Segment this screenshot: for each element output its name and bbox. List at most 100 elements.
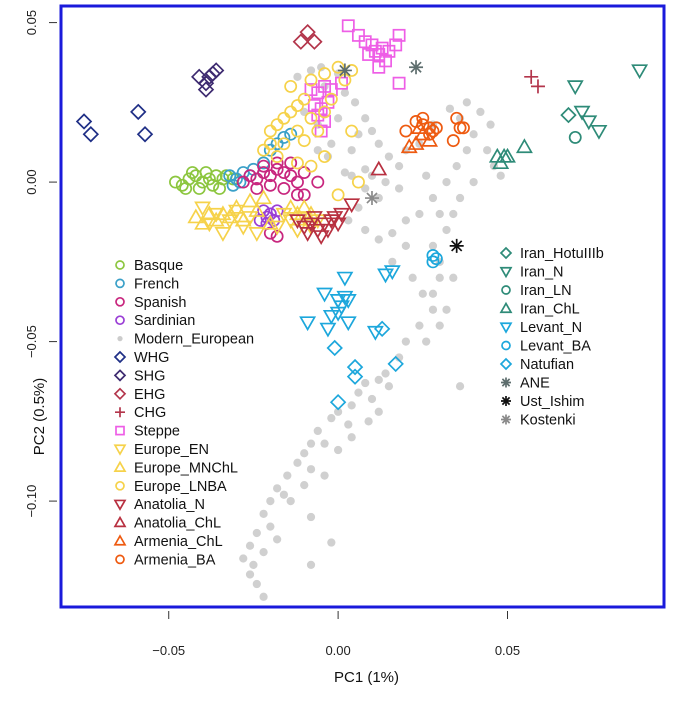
data-point [429, 252, 443, 266]
data-point [449, 238, 464, 253]
legend-label: Levant_N [520, 320, 582, 336]
data-point [389, 38, 403, 52]
data-point [228, 204, 245, 220]
data-point [409, 60, 424, 75]
y-tick-label: 0.05 [24, 10, 39, 35]
data-point [347, 433, 356, 442]
data-point [286, 496, 295, 506]
data-point [452, 162, 461, 171]
data-point [259, 509, 268, 518]
data-point [277, 182, 291, 195]
series-french [223, 127, 298, 192]
series-basque [169, 166, 240, 195]
data-point [283, 471, 292, 480]
data-point [381, 177, 390, 187]
data-point [75, 113, 93, 130]
data-point [197, 81, 215, 98]
data-point [230, 172, 243, 186]
data-point [362, 48, 376, 61]
data-point [407, 135, 425, 150]
data-point [476, 107, 485, 117]
data-point [266, 522, 275, 531]
legend-left: Basque French Spanish Sardinian Modern_Europ… [113, 258, 254, 568]
data-point [337, 63, 352, 78]
data-point [374, 235, 383, 244]
data-point [252, 528, 261, 538]
y-axis-title: PC2 (0.5%) [31, 378, 48, 456]
data-point [429, 121, 443, 135]
data-point [270, 162, 284, 176]
series-modern-european [239, 63, 505, 601]
data-point [200, 205, 218, 221]
data-point [361, 225, 370, 235]
data-point [312, 230, 330, 246]
data-point [284, 105, 298, 119]
series-levant-ba [426, 249, 443, 269]
data-point [347, 146, 356, 155]
series-iran-chl [488, 138, 533, 170]
data-point [580, 115, 598, 131]
data-point [169, 175, 182, 189]
data-point [197, 74, 215, 92]
data-point [442, 305, 451, 314]
legend-item-ust-ishim: Ust_Ishim [501, 394, 584, 410]
asterisk-marker-icon [501, 377, 511, 388]
data-point [435, 273, 444, 282]
series-natufian [326, 320, 404, 411]
data-point [573, 105, 591, 121]
data-point [291, 156, 304, 170]
series-iran-ln [568, 130, 582, 144]
data-point [284, 79, 298, 93]
data-point [449, 209, 458, 219]
data-point [306, 560, 316, 570]
data-point [346, 358, 364, 376]
data-point [394, 184, 404, 193]
data-point [327, 414, 336, 423]
data-point [263, 143, 277, 157]
x-axis: −0.05 0.00 0.05 [152, 611, 520, 658]
legend-label: Levant_BA [520, 339, 591, 355]
data-point [318, 105, 332, 119]
data-point [250, 172, 264, 186]
square-marker-icon [115, 425, 125, 436]
legend-label: WHG [134, 350, 169, 366]
data-point [416, 118, 430, 132]
data-point [333, 114, 343, 123]
data-point [415, 209, 424, 219]
data-point [304, 159, 318, 173]
data-point [236, 175, 250, 189]
data-point [367, 394, 377, 404]
data-point [214, 227, 232, 242]
legend-item-whg: WHG [113, 350, 169, 366]
data-point [428, 241, 438, 251]
data-point [455, 193, 465, 203]
data-point [291, 188, 304, 202]
asterisk-marker-icon [501, 414, 511, 425]
data-point [322, 214, 340, 230]
series-shg [191, 62, 225, 98]
data-point [486, 120, 495, 129]
data-point [259, 592, 268, 601]
data-point [130, 103, 147, 121]
legend-label: Basque [134, 258, 183, 274]
data-point [263, 137, 277, 151]
data-point [457, 121, 470, 135]
legend-item-kostenki: Kostenki [501, 413, 576, 429]
series-iran-n [566, 64, 649, 140]
data-point [277, 137, 291, 151]
legend-item-ehg: EHG [113, 387, 165, 403]
series-steppe [304, 19, 406, 138]
data-point [435, 321, 444, 330]
data-point [422, 337, 431, 346]
legend-item-anatolia-chl: Anatolia_ChL [113, 516, 221, 532]
data-point [309, 214, 327, 230]
data-point [277, 166, 291, 179]
data-point [202, 172, 216, 186]
data-point [293, 72, 302, 81]
data-point [295, 198, 313, 214]
legend-item-ane: ANE [501, 376, 550, 392]
data-point [408, 273, 417, 282]
legend-item-iran-n: Iran_N [499, 265, 564, 281]
data-point [324, 92, 338, 106]
data-point [384, 152, 394, 161]
